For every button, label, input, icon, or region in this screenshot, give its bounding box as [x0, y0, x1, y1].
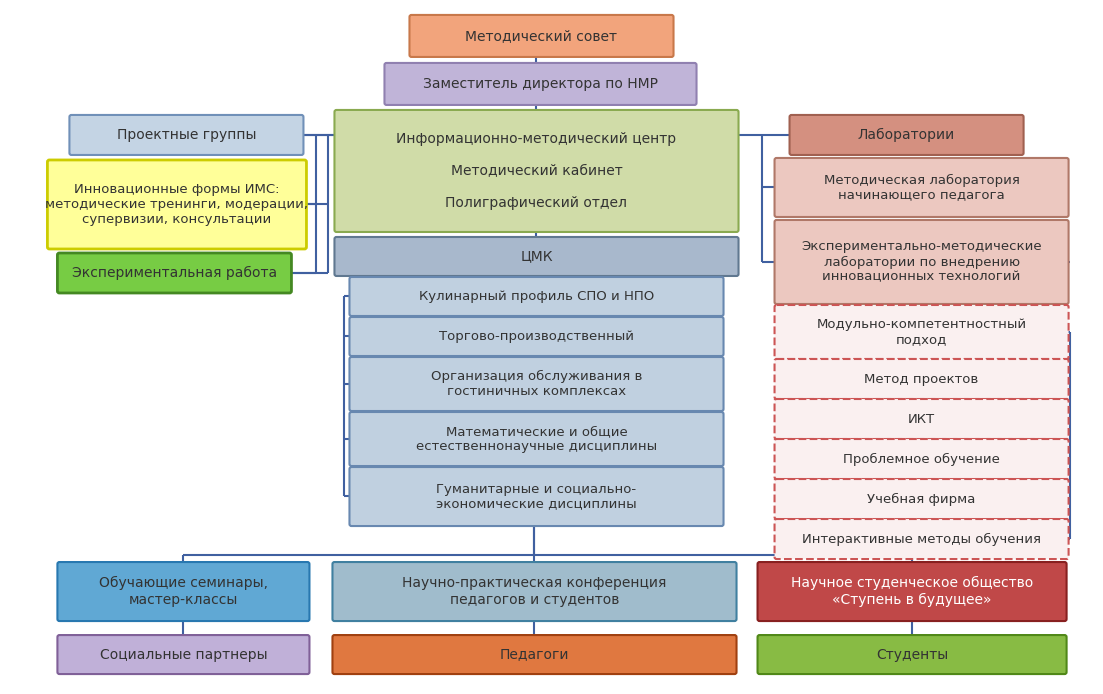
- Text: Информационно-методический центр

Методический кабинет

Полиграфический отдел: Информационно-методический центр Методич…: [396, 132, 676, 210]
- Text: Заместитель директора по НМР: Заместитель директора по НМР: [422, 77, 658, 91]
- Text: Научно-практическая конференция
педагогов и студентов: Научно-практическая конференция педагого…: [403, 577, 666, 607]
- Text: Модульно-компетентностный
подход: Модульно-компетентностный подход: [816, 318, 1027, 346]
- Text: Торгово-производственный: Торгово-производственный: [439, 330, 634, 343]
- Text: Научное студенческое общество
«Ступень в будущее»: Научное студенческое общество «Ступень в…: [791, 576, 1034, 607]
- FancyBboxPatch shape: [57, 635, 310, 674]
- Text: Инновационные формы ИМС:
методические тренинги, модерации,
супервизии, консульта: Инновационные формы ИМС: методические тр…: [45, 183, 309, 226]
- Text: Студенты: Студенты: [876, 648, 949, 661]
- FancyBboxPatch shape: [334, 237, 739, 276]
- Text: Обучающие семинары,
мастер-классы: Обучающие семинары, мастер-классы: [99, 577, 268, 607]
- Text: Математические и общие
естественнонаучные дисциплины: Математические и общие естественнонаучны…: [416, 425, 657, 453]
- Text: Гуманитарные и социально-
экономические дисциплины: Гуманитарные и социально- экономические …: [436, 482, 636, 511]
- FancyBboxPatch shape: [350, 357, 724, 411]
- Text: Экспериментально-методические
лаборатории по внедрению
инновационных технологий: Экспериментально-методические лаборатори…: [801, 240, 1042, 284]
- Text: Методическая лаборатория
начинающего педагога: Методическая лаборатория начинающего пед…: [824, 174, 1019, 201]
- Text: Экспериментальная работа: Экспериментальная работа: [72, 266, 277, 280]
- Text: Проблемное обучение: Проблемное обучение: [843, 452, 1000, 466]
- FancyBboxPatch shape: [47, 160, 307, 249]
- FancyBboxPatch shape: [69, 115, 303, 155]
- Text: Социальные партнеры: Социальные партнеры: [99, 648, 267, 661]
- FancyBboxPatch shape: [790, 115, 1024, 155]
- Text: Кулинарный профиль СПО и НПО: Кулинарный профиль СПО и НПО: [419, 290, 654, 303]
- FancyBboxPatch shape: [774, 479, 1069, 519]
- FancyBboxPatch shape: [334, 110, 739, 232]
- FancyBboxPatch shape: [57, 253, 291, 293]
- Text: Интерактивные методы обучения: Интерактивные методы обучения: [802, 532, 1041, 545]
- FancyBboxPatch shape: [350, 467, 724, 526]
- FancyBboxPatch shape: [774, 305, 1069, 359]
- Text: Учебная фирма: Учебная фирма: [867, 493, 976, 505]
- FancyBboxPatch shape: [385, 63, 696, 105]
- FancyBboxPatch shape: [57, 562, 310, 621]
- Text: ИКТ: ИКТ: [908, 412, 935, 425]
- FancyBboxPatch shape: [409, 15, 674, 57]
- Text: ЦМК: ЦМК: [521, 249, 553, 264]
- FancyBboxPatch shape: [774, 439, 1069, 479]
- FancyBboxPatch shape: [774, 399, 1069, 439]
- FancyBboxPatch shape: [758, 562, 1067, 621]
- Text: Педагоги: Педагоги: [500, 648, 569, 661]
- Text: Метод проектов: Метод проектов: [865, 373, 978, 385]
- FancyBboxPatch shape: [350, 412, 724, 466]
- FancyBboxPatch shape: [758, 635, 1067, 674]
- FancyBboxPatch shape: [350, 277, 724, 316]
- FancyBboxPatch shape: [774, 359, 1069, 399]
- FancyBboxPatch shape: [774, 220, 1069, 304]
- FancyBboxPatch shape: [774, 158, 1069, 217]
- Text: Методический совет: Методический совет: [465, 29, 618, 43]
- FancyBboxPatch shape: [774, 519, 1069, 559]
- FancyBboxPatch shape: [350, 317, 724, 356]
- Text: Проектные группы: Проектные группы: [117, 128, 256, 142]
- Text: Лаборатории: Лаборатории: [858, 128, 955, 142]
- FancyBboxPatch shape: [332, 562, 737, 621]
- FancyBboxPatch shape: [332, 635, 737, 674]
- Text: Организация обслуживания в
гостиничных комплексах: Организация обслуживания в гостиничных к…: [431, 370, 642, 398]
